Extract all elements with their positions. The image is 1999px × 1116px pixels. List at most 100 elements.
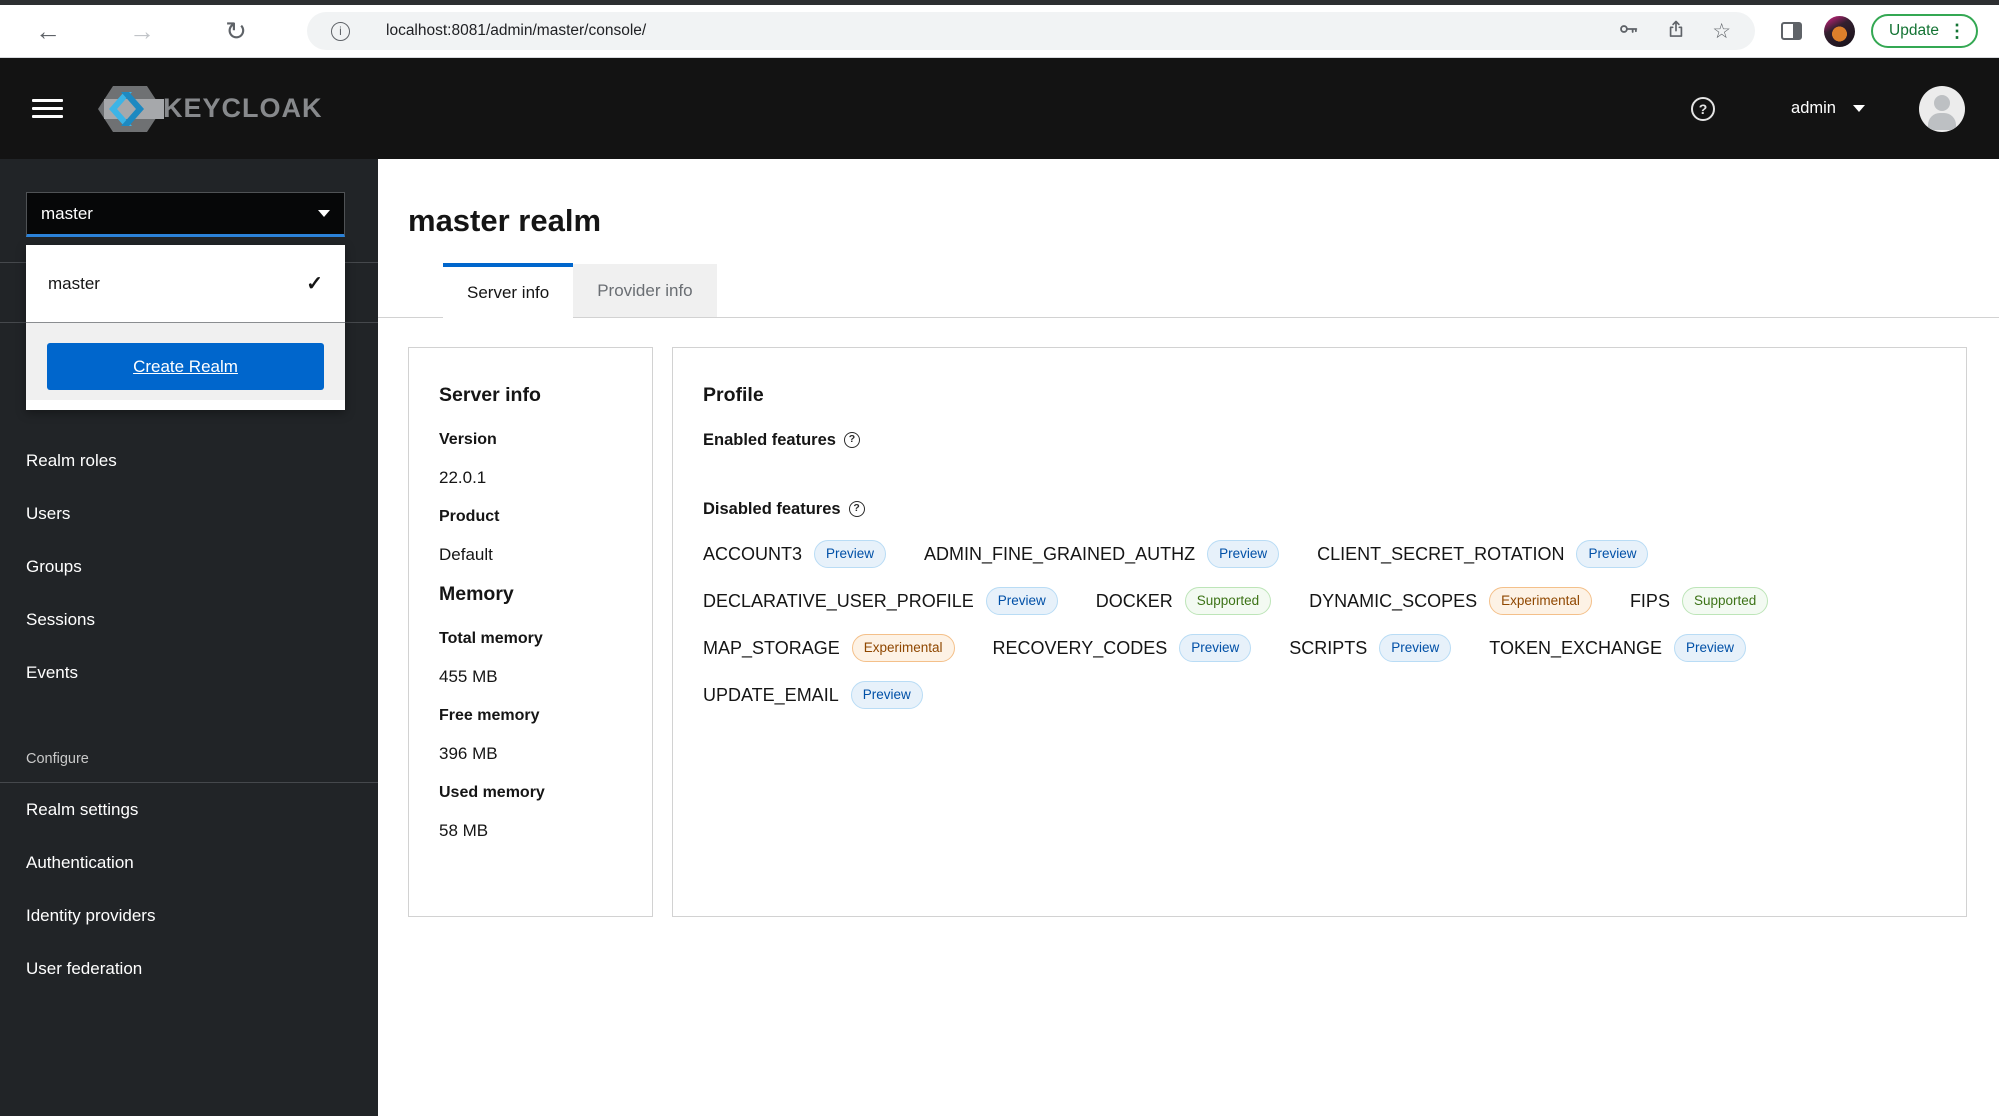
sidebar-item-users[interactable]: Users [0,487,378,540]
used-memory-label: Used memory [439,784,545,801]
feature-item: DOCKER Supported [1095,587,1272,615]
browser-update-button[interactable]: Update ⋮ [1871,14,1978,48]
realm-menu-footer: Create Realm [26,323,345,400]
feature-row: MAP_STORAGE Experimental RECOVERY_CODES … [703,634,1936,662]
browser-profile-avatar[interactable] [1824,15,1856,47]
disabled-features-label: Disabled features ? [703,498,1936,520]
hamburger-menu-icon[interactable] [32,94,63,123]
preview-badge: Preview [1379,634,1452,662]
tab-bar: Server info Provider info [378,263,1999,318]
preview-badge: Preview [1576,540,1649,568]
feature-name: TOKEN_EXCHANGE [1489,637,1662,658]
product-label: Product [439,508,500,525]
create-realm-button[interactable]: Create Realm [47,343,324,390]
url-text[interactable]: localhost:8081/admin/master/console/ [386,22,647,39]
total-memory-label: Total memory [439,630,543,647]
bookmark-star-icon[interactable]: ☆ [1712,19,1732,43]
feature-item: RECOVERY_CODES Preview [993,634,1252,662]
update-label: Update [1889,22,1939,39]
sidebar-item-user-federation[interactable]: User federation [0,942,378,995]
feature-row: DECLARATIVE_USER_PROFILE Preview DOCKER … [703,587,1936,615]
feature-item: ACCOUNT3 Preview [703,540,887,568]
sidebar-item-label: Realm settings [26,799,139,819]
share-icon[interactable] [1666,18,1686,45]
realm-selector-menu: master ✓ Create Realm [26,245,345,410]
sidebar-section-configure: Configure [26,751,89,767]
tab-server-info[interactable]: Server info [443,263,574,318]
keycloak-logo[interactable]: KEYCLOAK [96,84,323,134]
disabled-features-list: ACCOUNT3 Preview ADMIN_FINE_GRAINED_AUTH… [703,540,1936,709]
realm-menu-item-master[interactable]: master ✓ [26,245,345,322]
user-menu-caret-icon[interactable] [1853,105,1865,112]
product-value: Default [439,545,493,564]
main-content: master realm Server info Provider info S… [378,159,1999,1116]
address-bar[interactable]: i localhost:8081/admin/master/console/ ☆ [307,12,1756,50]
app-header: KEYCLOAK ? admin [0,58,1999,159]
preview-badge: Preview [985,587,1058,615]
brand-wordmark: KEYCLOAK [163,93,323,123]
sidebar-item-label: Groups [26,556,82,576]
page-title: master realm [408,203,602,238]
site-info-icon[interactable]: i [331,21,350,41]
feature-item: CLIENT_SECRET_ROTATION Preview [1317,540,1649,568]
browser-toolbar: ← → ↻ i localhost:8081/admin/master/cons… [0,5,1999,58]
menu-divider [26,322,345,323]
browser-reload-icon[interactable]: ↻ [225,16,247,46]
current-user-label[interactable]: admin [1791,99,1836,117]
feature-name: FIPS [1629,590,1670,611]
sidebar-item-label: Realm roles [26,450,117,470]
feature-name: ACCOUNT3 [703,543,803,564]
enabled-features-text: Enabled features [703,431,836,449]
help-question-icon[interactable]: ? [843,432,860,448]
used-memory-value: 58 MB [439,821,489,840]
profile-card: Profile Enabled features ? Disabled feat… [672,347,1967,917]
preview-badge: Preview [1179,634,1252,662]
checkmark-icon: ✓ [306,273,323,295]
keycloak-hexagon-icon [98,85,164,132]
supported-badge: Supported [1681,587,1769,615]
browser-menu-dots-icon[interactable]: ⋮ [1948,21,1966,41]
realm-menu-item-label: master [48,273,100,293]
realm-selector-toggle[interactable]: master [26,192,345,237]
feature-name: MAP_STORAGE [703,637,840,658]
password-key-icon[interactable] [1618,18,1640,45]
sidebar-item-sessions[interactable]: Sessions [0,593,378,646]
experimental-badge: Experimental [1489,587,1592,615]
chevron-down-icon [318,210,330,217]
feature-name: ADMIN_FINE_GRAINED_AUTHZ [924,543,1196,564]
realm-selector-value: master [41,203,93,223]
sidebar-item-identity-providers[interactable]: Identity providers [0,889,378,942]
supported-badge: Supported [1184,587,1272,615]
sidebar-item-authentication[interactable]: Authentication [0,836,378,889]
menu-bottom-pad [26,400,345,410]
feature-row: UPDATE_EMAIL Preview [703,681,1936,709]
enabled-features-label: Enabled features ? [703,429,1936,451]
tab-provider-info[interactable]: Provider info [573,264,717,317]
preview-badge: Preview [814,540,887,568]
user-avatar[interactable] [1919,85,1965,132]
window-top-strip [0,0,1999,5]
feature-name: DYNAMIC_SCOPES [1309,590,1478,611]
feature-name: DOCKER [1095,590,1173,611]
sidebar-item-label: Users [26,503,71,523]
sidebar-item-groups[interactable]: Groups [0,540,378,593]
browser-back-icon[interactable]: ← [35,16,61,46]
feature-row: ACCOUNT3 Preview ADMIN_FINE_GRAINED_AUTH… [703,540,1936,568]
sidebar-item-realm-roles[interactable]: Realm roles [0,434,378,487]
side-panel-icon[interactable] [1781,22,1803,40]
preview-badge: Preview [1207,540,1280,568]
feature-name: UPDATE_EMAIL [703,684,839,705]
feature-item: MAP_STORAGE Experimental [703,634,955,662]
help-question-icon[interactable]: ? [848,501,865,517]
feature-name: DECLARATIVE_USER_PROFILE [703,590,974,611]
version-label: Version [439,431,497,448]
feature-name: SCRIPTS [1289,637,1368,658]
total-memory-value: 455 MB [439,667,498,686]
profile-title: Profile [703,384,764,406]
help-icon[interactable]: ? [1691,96,1716,121]
sidebar-nav-list: Realm roles Users Groups Sessions Events… [0,434,378,995]
feature-item: ADMIN_FINE_GRAINED_AUTHZ Preview [924,540,1280,568]
sidebar-item-realm-settings[interactable]: Realm settings [0,783,378,836]
sidebar-item-events[interactable]: Events [0,646,378,699]
experimental-badge: Experimental [851,634,955,662]
